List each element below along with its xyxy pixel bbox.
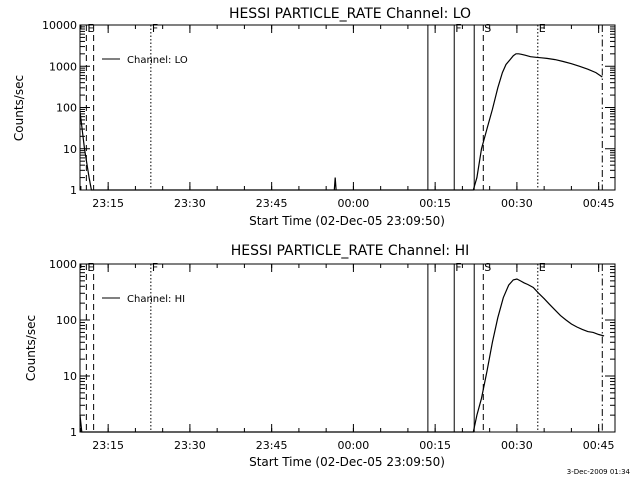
- series-line: [79, 278, 605, 433]
- event-marker-label: F: [152, 261, 158, 274]
- y-tick-label: 10000: [42, 19, 77, 32]
- y-tick-label: 1: [70, 184, 77, 197]
- event-marker-label: E: [87, 22, 94, 35]
- x-tick-label: 00:00: [338, 439, 370, 452]
- event-marker-label: F: [152, 22, 158, 35]
- x-tick-label: 00:45: [583, 197, 615, 210]
- y-tick-label: 100: [56, 314, 77, 327]
- event-marker-label: S: [484, 261, 491, 274]
- chart-panel-hi: HESSI PARTICLE_RATE Channel: HI Counts/s…: [24, 243, 616, 469]
- x-tick-label: 23:45: [256, 439, 288, 452]
- x-tick-label: 00:45: [583, 439, 615, 452]
- x-tick-label: 00:30: [501, 439, 533, 452]
- y-tick-label: 1000: [49, 258, 77, 271]
- y-tick-label: 1: [70, 426, 77, 439]
- y-axis-label: Counts/sec: [12, 75, 26, 141]
- y-tick-label: 100: [56, 102, 77, 115]
- legend-label: Channel: LO: [127, 55, 188, 66]
- event-marker-label: F: [455, 22, 461, 35]
- y-tick-label: 10: [63, 370, 77, 383]
- event-marker-label: E: [539, 261, 546, 274]
- series-line: [79, 53, 603, 191]
- y-tick-label: 1000: [49, 60, 77, 73]
- x-tick-label: 00:15: [419, 197, 451, 210]
- event-marker-label: E: [539, 22, 546, 35]
- x-tick-label: 23:30: [174, 439, 206, 452]
- x-tick-label: 23:30: [174, 197, 206, 210]
- y-axis-label: Counts/sec: [24, 315, 38, 381]
- legend-label: Channel: HI: [127, 294, 185, 305]
- x-tick-label: 23:45: [256, 197, 288, 210]
- plot-frame: [79, 24, 616, 191]
- event-marker-label: F: [455, 261, 461, 274]
- chart-title: HESSI PARTICLE_RATE Channel: LO: [229, 6, 471, 22]
- event-marker-label: E: [87, 261, 94, 274]
- series-line: [333, 177, 337, 191]
- footer-timestamp: 3-Dec-2009 01:34: [567, 468, 631, 476]
- x-tick-label: 23:15: [92, 197, 124, 210]
- x-tick-label: 00:15: [419, 439, 451, 452]
- x-axis-label: Start Time (02-Dec-05 23:09:50): [249, 214, 445, 228]
- x-tick-label: 00:00: [338, 197, 370, 210]
- x-tick-label: 00:30: [501, 197, 533, 210]
- x-tick-label: 23:15: [92, 439, 124, 452]
- x-axis-label: Start Time (02-Dec-05 23:09:50): [249, 455, 445, 469]
- chart-title: HESSI PARTICLE_RATE Channel: HI: [231, 243, 469, 259]
- event-marker-label: S: [484, 22, 491, 35]
- chart-panel-lo: HESSI PARTICLE_RATE Channel: LO Counts/s…: [12, 6, 616, 228]
- y-tick-label: 10: [63, 143, 77, 156]
